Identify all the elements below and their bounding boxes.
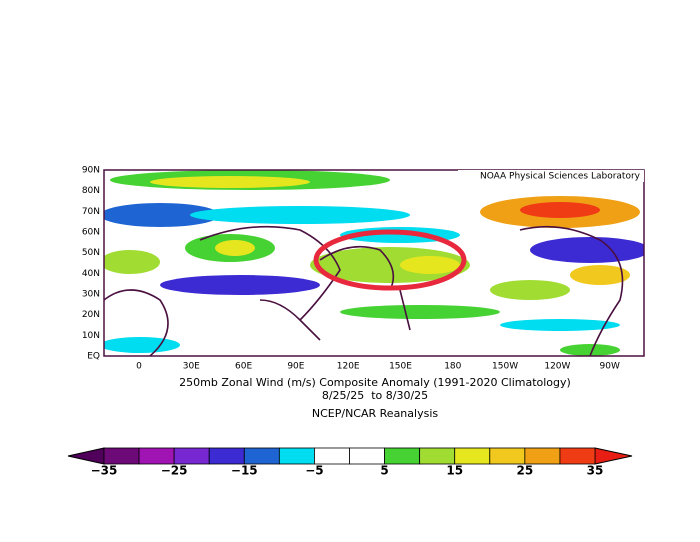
colorbar-label: 25 — [517, 464, 534, 478]
colorbar-label: −25 — [161, 464, 188, 478]
lat-label: 50N — [82, 248, 100, 258]
colorbar-swatch — [454, 447, 491, 465]
colorbar-label: −15 — [231, 464, 258, 478]
lon-label: 0 — [136, 362, 142, 372]
colorbar-swatch — [349, 447, 385, 465]
map-field — [104, 170, 644, 356]
colorbar-swatch — [384, 447, 421, 465]
lat-label: 20N — [82, 310, 100, 320]
colorbar-label: −5 — [305, 464, 323, 478]
colorbar-label: 35 — [587, 464, 604, 478]
lat-label: 90N — [82, 166, 100, 176]
lon-label: 90E — [287, 362, 304, 372]
lon-label: 60E — [235, 362, 252, 372]
lon-label: 150W — [492, 362, 518, 372]
lat-label: EQ — [87, 352, 100, 362]
caption-dates: 8/25/25 to 8/30/25 — [322, 389, 428, 402]
colorbar-swatch — [278, 447, 315, 465]
lat-label: 30N — [82, 290, 100, 300]
colorbar-swatch — [524, 447, 561, 465]
colorbar-swatch — [173, 447, 210, 465]
lat-label: 60N — [82, 228, 100, 238]
lon-label: 120E — [337, 362, 360, 372]
credit: NOAA Physical Sciences Laboratory — [480, 172, 641, 182]
colorbar-swatch — [243, 447, 280, 465]
lat-label: 70N — [82, 207, 100, 217]
highlight-ellipse — [313, 229, 467, 291]
colorbar-swatch — [103, 447, 140, 465]
colorbar-swatch — [314, 447, 350, 465]
credit-box — [458, 170, 644, 182]
lat-label: 10N — [82, 331, 100, 341]
caption-source: NCEP/NCAR Reanalysis — [312, 407, 438, 420]
colorbar-swatch — [559, 447, 596, 465]
lon-label: 180 — [444, 362, 461, 372]
colorbar-swatch — [208, 447, 245, 465]
map-frame — [103, 169, 645, 357]
lon-label: 90W — [600, 362, 620, 372]
lon-label: 150E — [389, 362, 412, 372]
lon-label: 30E — [183, 362, 200, 372]
colorbar-swatch — [489, 447, 526, 465]
coastline — [104, 225, 624, 356]
colorbar-label: 15 — [446, 464, 463, 478]
colorbar-arrow-left — [67, 447, 105, 465]
lat-label: 80N — [82, 186, 100, 196]
colorbar-swatch — [419, 447, 456, 465]
colorbar-label: −35 — [91, 464, 118, 478]
caption-title: 250mb Zonal Wind (m/s) Composite Anomaly… — [179, 376, 571, 389]
colorbar-arrow-right — [594, 447, 633, 465]
lat-label: 40N — [82, 269, 100, 279]
lon-label: 120W — [544, 362, 570, 372]
colorbar-swatch — [138, 447, 175, 465]
colorbar-label: 5 — [380, 464, 388, 478]
